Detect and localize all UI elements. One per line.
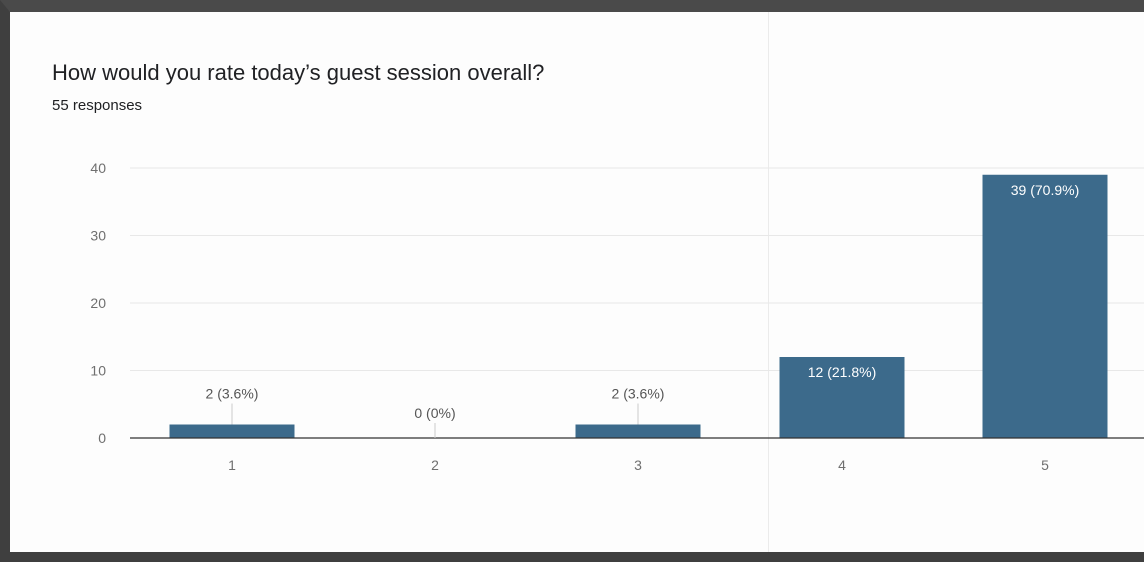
data-label-4: 12 (21.8%) [808, 364, 876, 380]
x-tick-label-4: 4 [838, 457, 846, 473]
x-tick-label-1: 1 [228, 457, 236, 473]
data-label-3: 2 (3.6%) [612, 386, 665, 402]
data-label-5: 39 (70.9%) [1011, 182, 1079, 198]
y-axis-ticks: 0 10 20 30 40 [90, 160, 106, 446]
bar-3 [575, 424, 701, 438]
y-tick-label-0: 0 [98, 430, 106, 446]
data-labels: 2 (3.6%) 0 (0%) 2 (3.6%) 12 (21.8%) 39 (70.9… [206, 182, 1079, 438]
page-fold-line [768, 12, 769, 552]
x-tick-label-2: 2 [431, 457, 439, 473]
response-count: 55 responses [52, 97, 143, 114]
bar-5 [982, 174, 1108, 438]
question-title: How would you rate today’s guest session… [52, 60, 545, 85]
bar-1 [169, 424, 295, 438]
x-tick-label-3: 3 [634, 457, 642, 473]
y-tick-label-30: 30 [90, 228, 106, 244]
x-tick-label-5: 5 [1041, 457, 1049, 473]
x-axis-ticks: 1 2 3 4 5 [228, 457, 1049, 473]
y-tick-label-10: 10 [90, 363, 106, 379]
y-tick-label-20: 20 [90, 295, 106, 311]
bars [169, 174, 1108, 438]
data-label-2: 0 (0%) [414, 405, 455, 421]
data-label-1: 2 (3.6%) [206, 386, 259, 402]
y-tick-label-40: 40 [90, 160, 106, 176]
gridlines [130, 167, 1144, 371]
bar-4 [779, 357, 905, 438]
